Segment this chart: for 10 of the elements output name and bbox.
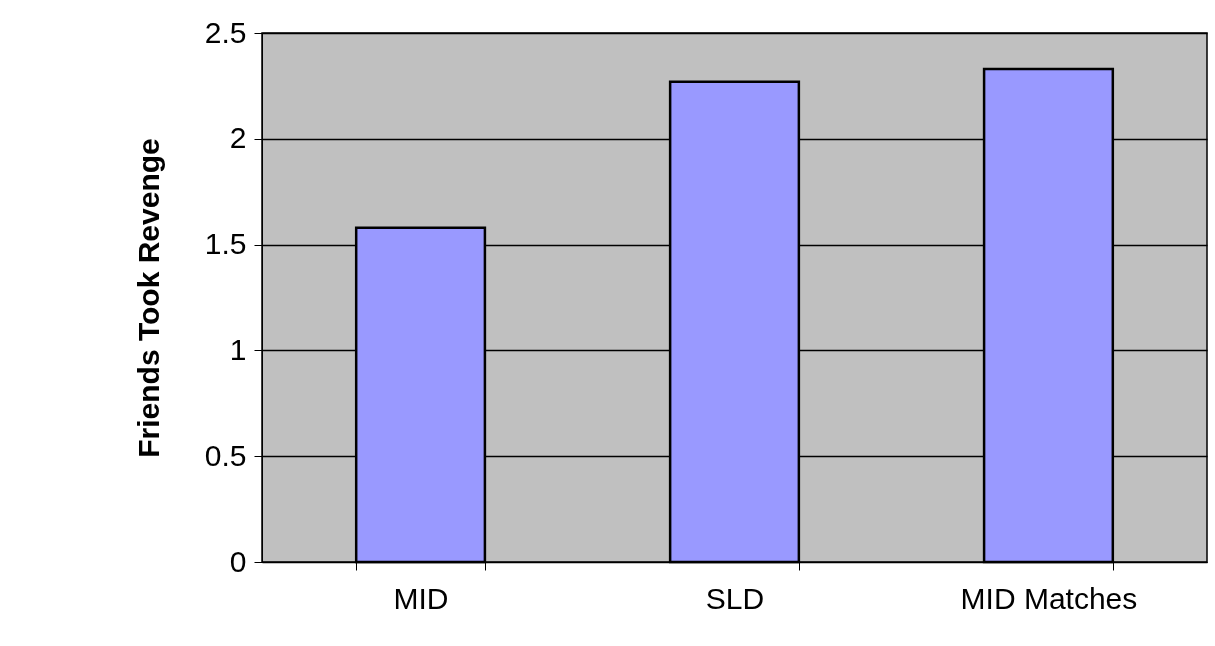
y-tick-label: 0 [229,544,247,578]
y-tick-label: 0.5 [204,438,247,472]
y-tick-label: 2.5 [204,15,247,49]
y-tick-label: 1.5 [204,227,247,261]
x-tick-label: MID Matches [960,581,1138,615]
x-tick-label: SLD [705,581,765,615]
y-tick-label: 1 [229,332,247,366]
y-axis-title: Friends Took Revenge [131,138,165,458]
x-tick-label: MID [393,581,449,615]
y-tick-label: 2 [229,121,247,155]
